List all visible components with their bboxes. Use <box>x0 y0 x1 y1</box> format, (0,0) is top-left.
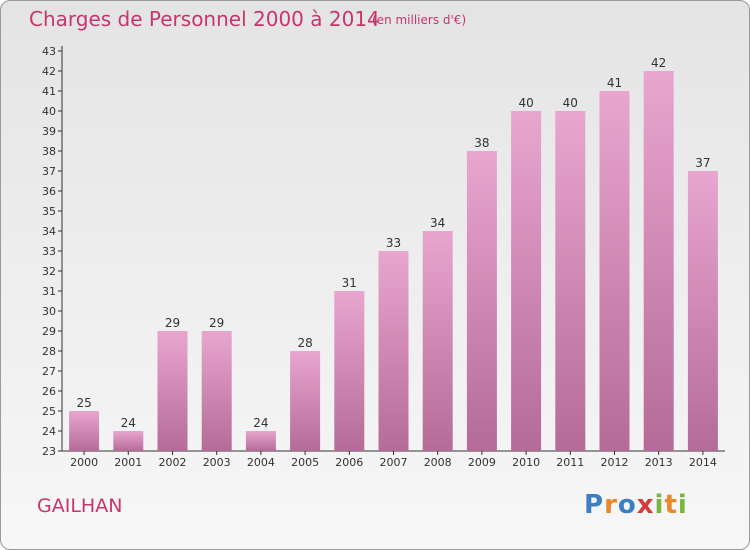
proxiti-logo: Proxiti <box>584 490 688 520</box>
y-tick-label: 28 <box>42 345 56 358</box>
data-label: 29 <box>165 316 180 330</box>
logo-letter: i <box>654 490 665 520</box>
x-axis: 2000 2001 2002 2003 2004 2005 2006 2007 2008 2009… <box>62 450 725 469</box>
data-label: 24 <box>253 416 268 430</box>
y-tick-label: 39 <box>42 125 56 138</box>
x-tick-label: 2006 <box>335 456 363 469</box>
x-tick-label: 2001 <box>114 456 142 469</box>
commune-name: GAILHAN <box>37 495 123 517</box>
logo-letter: o <box>617 490 637 520</box>
y-tick-label: 34 <box>42 225 56 238</box>
chart-title: Charges de Personnel 2000 à 2014 <box>29 7 380 31</box>
data-label: 38 <box>474 136 489 150</box>
y-tick-label: 42 <box>42 65 56 78</box>
x-tick-label: 2002 <box>159 456 187 469</box>
y-tick-label: 35 <box>42 205 56 218</box>
x-tick-label: 2003 <box>203 456 231 469</box>
x-tick-label: 2009 <box>468 456 496 469</box>
y-axis: 23 24 25 26 27 28 29 30 31 32 33 34 35 36 37 38 39 40 41 42… <box>42 45 63 458</box>
bar <box>422 231 453 451</box>
logo-letter: x <box>636 490 655 520</box>
x-tick-label: 2013 <box>645 456 673 469</box>
data-label: 34 <box>430 216 445 230</box>
chart-subtitle: (en milliers d'€) <box>372 13 467 27</box>
data-labels: 25 24 29 29 24 28 31 33 34 38 40 40 41 42 37 <box>76 56 710 430</box>
bar <box>113 431 144 451</box>
bar <box>511 111 542 451</box>
data-label: 29 <box>209 316 224 330</box>
bar <box>157 331 188 451</box>
data-label: 42 <box>651 56 666 70</box>
x-tick-label: 2014 <box>689 456 717 469</box>
y-tick-label: 23 <box>42 445 56 458</box>
y-tick-label: 30 <box>42 305 56 318</box>
bar <box>378 251 409 451</box>
data-label: 33 <box>386 236 401 250</box>
y-tick-label: 36 <box>42 185 56 198</box>
x-tick-label: 2004 <box>247 456 275 469</box>
data-label: 40 <box>563 96 578 110</box>
logo-letter: P <box>584 490 605 520</box>
y-tick-label: 33 <box>42 245 56 258</box>
y-tick-label: 31 <box>42 285 56 298</box>
y-tick-label: 40 <box>42 105 56 118</box>
bar <box>201 331 232 451</box>
x-tick-label: 2011 <box>556 456 584 469</box>
data-label: 40 <box>518 96 533 110</box>
y-tick-label: 43 <box>42 45 56 58</box>
y-tick-label: 25 <box>42 405 56 418</box>
bar <box>687 171 718 451</box>
data-label: 28 <box>297 336 312 350</box>
x-tick-label: 2007 <box>380 456 408 469</box>
x-tick-label: 2005 <box>291 456 319 469</box>
x-tick-label: 2012 <box>601 456 629 469</box>
data-label: 37 <box>695 156 710 170</box>
data-label: 41 <box>607 76 622 90</box>
x-tick-label: 2008 <box>424 456 452 469</box>
data-label: 25 <box>76 396 91 410</box>
data-label: 24 <box>121 416 136 430</box>
logo-letter: t <box>664 490 678 520</box>
x-tick-label: 2010 <box>512 456 540 469</box>
y-tick-label: 38 <box>42 145 56 158</box>
bar <box>334 291 365 451</box>
data-label: 31 <box>342 276 357 290</box>
y-tick-label: 29 <box>42 325 56 338</box>
y-tick-label: 24 <box>42 425 56 438</box>
bar <box>643 71 674 451</box>
logo-letter: i <box>677 490 688 520</box>
y-tick-label: 37 <box>42 165 56 178</box>
x-tick-label: 2000 <box>70 456 98 469</box>
bar <box>245 431 276 451</box>
bar <box>466 151 497 451</box>
bar <box>599 91 630 451</box>
y-tick-label: 41 <box>42 85 56 98</box>
logo-letter: r <box>604 490 618 520</box>
y-tick-label: 26 <box>42 385 56 398</box>
bars <box>69 71 718 451</box>
bar <box>69 411 100 451</box>
bar <box>555 111 586 451</box>
bar <box>290 351 321 451</box>
y-tick-label: 32 <box>42 265 56 278</box>
y-tick-label: 27 <box>42 365 56 378</box>
